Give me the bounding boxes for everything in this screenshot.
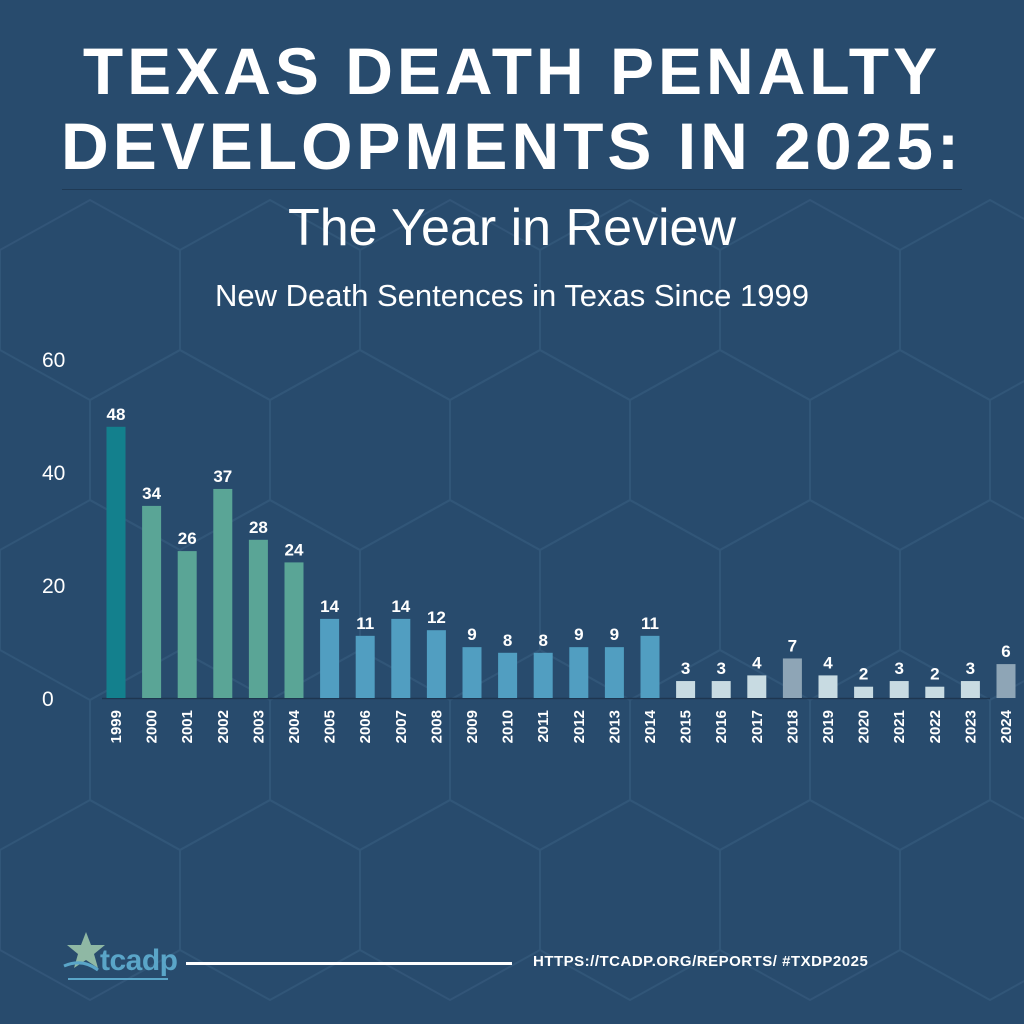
x-tick-label: 2006	[357, 710, 374, 743]
bar-value-label: 14	[320, 597, 339, 616]
x-tick-label: 2014	[642, 709, 659, 743]
chart-title: New Death Sentences in Texas Since 1999	[215, 278, 809, 313]
x-tick-label: 2008	[428, 710, 445, 743]
bar-value-label: 3	[681, 659, 690, 678]
bar	[747, 675, 767, 698]
x-tick-label: 2024	[998, 709, 1015, 743]
x-tick-label: 2012	[571, 710, 588, 743]
x-tick-label: 2017	[749, 710, 766, 743]
x-tick-label: 2004	[286, 709, 303, 743]
x-tick-label: 2009	[464, 710, 481, 743]
x-tick-label: 2020	[856, 710, 873, 743]
death-sentences-bar-chart: 0204060481999342000262001372002282003242…	[42, 349, 1016, 743]
y-tick-label: 40	[42, 462, 65, 485]
x-tick-label: 1999	[108, 710, 125, 743]
bar-value-label: 3	[894, 659, 903, 678]
x-tick-label: 2013	[606, 710, 623, 743]
footer-divider	[186, 962, 512, 965]
bar-value-label: 28	[249, 518, 268, 537]
bar	[640, 635, 660, 698]
bar	[284, 562, 304, 698]
x-tick-label: 2015	[678, 710, 695, 743]
bar	[248, 539, 268, 698]
bar-value-label: 2	[930, 665, 939, 684]
bar-value-label: 9	[574, 625, 583, 644]
x-tick-label: 2016	[713, 710, 730, 743]
page-title-line-2: DEVELOPMENTS IN 2025:	[61, 109, 963, 183]
bar-value-label: 2	[859, 665, 868, 684]
bar	[355, 635, 375, 698]
bar-value-label: 37	[213, 467, 232, 486]
y-tick-label: 60	[42, 349, 65, 372]
x-tick-label: 2003	[250, 710, 267, 743]
bar	[533, 652, 553, 698]
bar	[142, 505, 162, 698]
y-tick-label: 20	[42, 575, 65, 598]
page-subtitle: The Year in Review	[287, 199, 737, 257]
bar	[462, 647, 482, 698]
bar	[818, 675, 838, 698]
x-tick-label: 2021	[891, 710, 908, 743]
bar	[782, 658, 802, 698]
bar-value-label: 6	[1001, 642, 1010, 661]
x-tick-label: 2018	[784, 710, 801, 743]
bar-value-label: 3	[716, 659, 725, 678]
bar	[996, 664, 1016, 698]
title-divider	[62, 189, 962, 190]
bar	[604, 647, 624, 698]
bar-value-label: 26	[178, 529, 197, 548]
x-tick-label: 2000	[144, 710, 161, 743]
bar-value-label: 4	[823, 653, 833, 672]
bar	[213, 488, 233, 698]
page-title-line-1: TEXAS DEATH PENALTY	[82, 34, 942, 108]
x-tick-label: 2022	[927, 710, 944, 743]
bar-value-label: 9	[467, 625, 476, 644]
footer-url-link[interactable]: HTTPS://TCADP.ORG/REPORTS/ #TXDP2025	[533, 953, 869, 970]
bar	[960, 681, 980, 698]
bar	[106, 426, 126, 698]
x-tick-label: 2023	[962, 710, 979, 743]
bar	[676, 681, 696, 698]
tcadp-logo-text: tcadp	[100, 944, 178, 977]
bar	[711, 681, 731, 698]
y-tick-label: 0	[42, 688, 54, 711]
bar	[889, 681, 909, 698]
bar	[391, 618, 411, 698]
bar-value-label: 3	[966, 659, 975, 678]
bar-value-label: 11	[641, 614, 659, 633]
bar	[925, 686, 945, 698]
x-tick-label: 2011	[535, 710, 552, 743]
bar-value-label: 7	[788, 636, 797, 655]
bar-value-label: 11	[356, 614, 374, 633]
bar-value-label: 34	[142, 484, 161, 503]
bar	[426, 630, 446, 698]
x-tick-label: 2019	[820, 710, 837, 743]
x-tick-label: 2005	[322, 710, 339, 743]
x-tick-label: 2007	[393, 710, 410, 743]
bar	[854, 686, 874, 698]
x-tick-label: 2001	[179, 710, 196, 743]
bar-value-label: 9	[610, 625, 619, 644]
x-tick-label: 2002	[215, 710, 232, 743]
bar	[498, 652, 518, 698]
bar-value-label: 8	[503, 631, 512, 650]
bar-value-label: 14	[391, 597, 410, 616]
bar	[569, 647, 589, 698]
bar-value-label: 48	[107, 405, 126, 424]
bar-value-label: 24	[285, 540, 304, 559]
bar	[177, 551, 197, 698]
x-tick-label: 2010	[500, 710, 517, 743]
bar-value-label: 12	[427, 608, 446, 627]
bar-value-label: 4	[752, 653, 762, 672]
tcadp-logo-star-icon	[63, 932, 168, 980]
bar-value-label: 8	[538, 631, 547, 650]
bar	[320, 618, 340, 698]
